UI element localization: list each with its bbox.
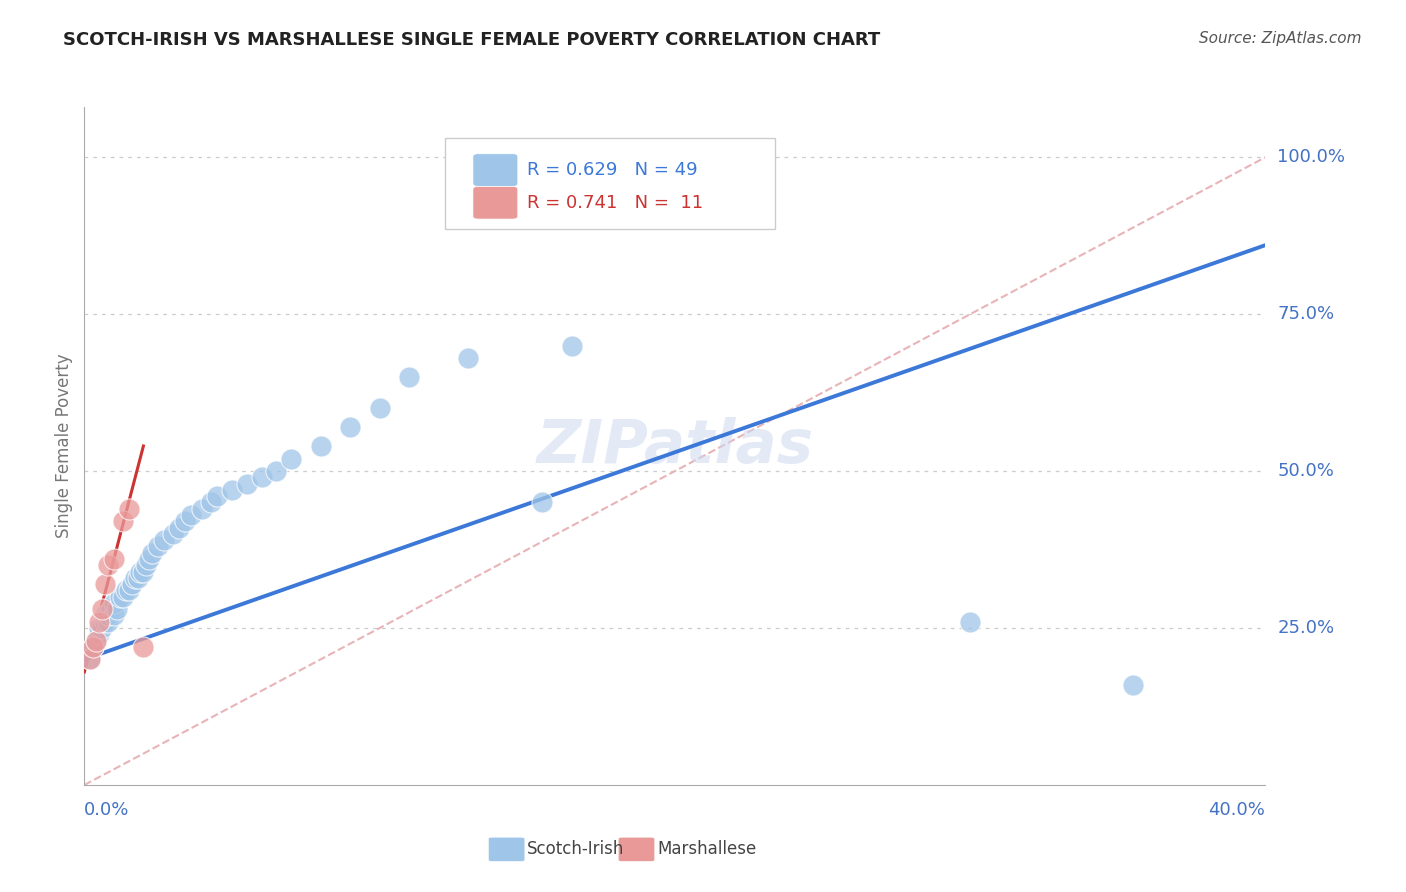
- Point: [108, 590, 131, 604]
- Point: [266, 464, 288, 478]
- Point: [79, 652, 101, 666]
- Text: 75.0%: 75.0%: [1277, 305, 1334, 323]
- Point: [111, 514, 134, 528]
- Point: [138, 552, 160, 566]
- Point: [129, 565, 152, 579]
- Point: [82, 640, 104, 654]
- Point: [111, 590, 134, 604]
- Point: [97, 608, 120, 623]
- Point: [148, 540, 170, 554]
- Point: [141, 546, 163, 560]
- Point: [162, 527, 184, 541]
- Point: [118, 583, 141, 598]
- Point: [368, 401, 391, 416]
- Point: [236, 476, 259, 491]
- FancyBboxPatch shape: [472, 186, 517, 219]
- Point: [531, 495, 554, 509]
- Point: [180, 508, 202, 522]
- Point: [91, 602, 114, 616]
- Point: [207, 489, 229, 503]
- Point: [127, 571, 149, 585]
- Point: [84, 633, 107, 648]
- Point: [132, 640, 155, 654]
- Point: [280, 451, 302, 466]
- Point: [959, 615, 981, 629]
- Text: 100.0%: 100.0%: [1277, 148, 1346, 166]
- Text: Scotch-Irish: Scotch-Irish: [527, 840, 624, 858]
- Point: [97, 615, 120, 629]
- Point: [91, 621, 114, 635]
- Point: [398, 370, 420, 384]
- Point: [118, 501, 141, 516]
- Point: [87, 621, 111, 635]
- Point: [87, 627, 111, 641]
- Point: [87, 615, 111, 629]
- Point: [153, 533, 176, 548]
- Point: [121, 577, 143, 591]
- Point: [124, 571, 146, 585]
- Point: [309, 439, 332, 453]
- Point: [339, 420, 361, 434]
- Text: SCOTCH-IRISH VS MARSHALLESE SINGLE FEMALE POVERTY CORRELATION CHART: SCOTCH-IRISH VS MARSHALLESE SINGLE FEMAL…: [63, 31, 880, 49]
- Point: [561, 338, 583, 352]
- Point: [250, 470, 273, 484]
- Point: [82, 640, 104, 654]
- Point: [221, 483, 243, 497]
- FancyBboxPatch shape: [619, 838, 655, 862]
- Point: [97, 558, 120, 573]
- Text: ZIPatlas: ZIPatlas: [536, 417, 814, 475]
- Point: [135, 558, 157, 573]
- Point: [94, 577, 117, 591]
- Text: 50.0%: 50.0%: [1277, 462, 1334, 480]
- Point: [103, 552, 125, 566]
- Point: [132, 565, 155, 579]
- Text: Marshallese: Marshallese: [657, 840, 756, 858]
- Text: Source: ZipAtlas.com: Source: ZipAtlas.com: [1198, 31, 1361, 46]
- Point: [173, 514, 195, 528]
- FancyBboxPatch shape: [472, 153, 517, 186]
- Point: [79, 652, 101, 666]
- FancyBboxPatch shape: [444, 137, 775, 229]
- Point: [94, 615, 117, 629]
- Point: [103, 596, 125, 610]
- Point: [167, 520, 190, 534]
- Point: [84, 633, 107, 648]
- Point: [105, 602, 128, 616]
- Text: R = 0.741   N =  11: R = 0.741 N = 11: [527, 194, 703, 211]
- Point: [191, 501, 214, 516]
- Point: [100, 602, 122, 616]
- Text: 0.0%: 0.0%: [84, 801, 129, 819]
- Point: [200, 495, 222, 509]
- Point: [1122, 677, 1144, 691]
- Text: 25.0%: 25.0%: [1277, 619, 1334, 637]
- Point: [94, 608, 117, 623]
- Point: [114, 583, 136, 598]
- Point: [457, 351, 479, 365]
- FancyBboxPatch shape: [488, 838, 524, 862]
- Text: 40.0%: 40.0%: [1209, 801, 1265, 819]
- Text: R = 0.629   N = 49: R = 0.629 N = 49: [527, 161, 697, 179]
- Y-axis label: Single Female Poverty: Single Female Poverty: [55, 354, 73, 538]
- Point: [103, 608, 125, 623]
